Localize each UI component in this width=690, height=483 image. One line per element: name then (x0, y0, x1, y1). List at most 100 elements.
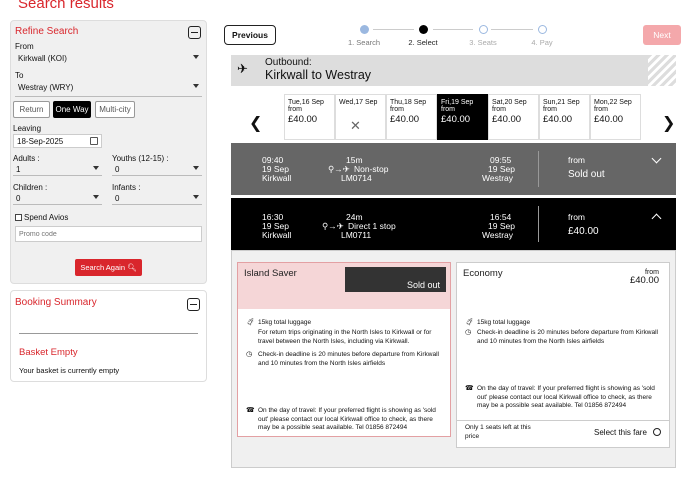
divider (538, 151, 539, 187)
fare-luggage: 15kg total luggage (477, 319, 531, 326)
outbound-label: Outbound: (265, 57, 312, 68)
fare-card-island-saver: Island Saver Sold out 🧳︎ 15kg total lugg… (237, 262, 451, 437)
flight-row-lm0714[interactable]: 09:40 19 Sep Kirkwall 15m ⚲→✈ Non-stop L… (231, 143, 676, 195)
step-pay: 4. Pay (512, 25, 572, 47)
chevron-down-icon (93, 166, 99, 170)
fare-title: Island Saver (244, 268, 297, 279)
collapse-refine-button[interactable] (188, 26, 201, 39)
adults-label: Adults : (13, 154, 40, 163)
from-select[interactable]: Kirkwall (KOI) (15, 52, 202, 65)
adults-value: 1 (16, 165, 21, 174)
divider (457, 420, 669, 421)
arrival-date: 19 Sep (488, 221, 515, 231)
departure-time: 09:40 (262, 155, 284, 165)
chevron-down-icon (93, 195, 99, 199)
booking-summary-panel: Booking Summary Basket Empty Your basket… (10, 290, 207, 382)
clock-icon: ◷ (465, 329, 472, 336)
date-tab-mon-22[interactable]: Mon,22 Sep from £40.00 (590, 94, 641, 140)
previous-button[interactable]: Previous (224, 25, 276, 45)
flight-duration: 24m (346, 212, 363, 222)
search-again-button[interactable]: Search Again 🔍︎ (75, 259, 142, 276)
fare-day-of-travel: On the day of travel: If your preferred … (258, 407, 436, 431)
next-button[interactable]: Next (643, 25, 681, 45)
youths-value: 0 (115, 165, 120, 174)
trip-one-way-button[interactable]: One Way (53, 101, 91, 118)
calendar-icon (90, 137, 98, 145)
step-connector (491, 29, 533, 30)
date-tab-thu-18[interactable]: Thu,18 Sep from £40.00 (386, 94, 437, 140)
sold-out-badge: Sold out (345, 267, 446, 292)
date-tab-tue-16[interactable]: Tue,16 Sep from £40.00 (284, 94, 335, 140)
trip-return-button[interactable]: Return (13, 101, 50, 118)
chevron-down-icon[interactable] (651, 153, 662, 164)
trip-multi-city-button[interactable]: Multi-city (95, 101, 135, 118)
fare-price: Sold out (568, 169, 605, 180)
children-label: Children : (13, 183, 48, 192)
date-day: Sun,21 Sep (543, 99, 580, 106)
date-price: £40.00 (492, 114, 522, 125)
flight-stops: Non-stop (354, 164, 389, 174)
prev-dates-arrow[interactable]: ❮ (249, 115, 263, 132)
check-icon (418, 25, 428, 34)
fare-day-of-travel: On the day of travel: If your preferred … (477, 385, 655, 409)
departure-place: Kirkwall (262, 173, 292, 183)
date-day: Fri,19 Sep (441, 99, 474, 106)
collapse-booking-button[interactable] (187, 298, 200, 311)
luggage-icon: 🧳︎ (246, 319, 255, 326)
date-day: Thu,18 Sep (390, 99, 427, 106)
from-value: Kirkwall (KOI) (18, 54, 67, 63)
children-select[interactable]: 0 (13, 192, 102, 205)
spend-avios-checkbox[interactable] (15, 214, 22, 221)
arrival-time: 09:55 (490, 155, 512, 165)
promo-code-input[interactable] (15, 226, 202, 242)
flight-row-lm0711[interactable]: 16:30 19 Sep Kirkwall 24m ⚲→✈ Direct 1 s… (231, 198, 676, 250)
infants-select[interactable]: 0 (112, 192, 202, 205)
fare-luggage: 15kg total luggage (258, 319, 312, 326)
select-fare-radio[interactable] (653, 428, 661, 436)
booking-summary-title: Booking Summary (15, 297, 97, 308)
divider (19, 333, 198, 334)
date-tab-fri-19[interactable]: Fri,19 Sep from £40.00 (437, 94, 488, 140)
leaving-date-input[interactable]: 18-Sep-2025 (13, 134, 102, 148)
date-tab-wed-17[interactable]: Wed,17 Sep ✕ (335, 94, 386, 140)
circle-icon (537, 25, 547, 34)
date-tab-sun-21[interactable]: Sun,21 Sep from £40.00 (539, 94, 590, 140)
next-dates-arrow[interactable]: ❯ (662, 115, 676, 132)
divider (538, 206, 539, 242)
date-from: from (441, 106, 455, 113)
basket-empty-text: Your basket is currently empty (19, 366, 120, 375)
date-tab-sat-20[interactable]: Sat,20 Sep from £40.00 (488, 94, 539, 140)
fare-note: For return trips originating in the Nort… (258, 329, 432, 345)
step-connector (433, 29, 473, 30)
step-connector (373, 29, 414, 30)
leaving-label: Leaving (13, 124, 42, 133)
luggage-icon: 🧳︎ (465, 319, 474, 326)
chevron-up-icon[interactable] (651, 213, 662, 224)
sold-out-label: Sold out (406, 279, 440, 290)
refine-search-panel: Refine Search From Kirkwall (KOI) To Wes… (10, 20, 207, 284)
step-search: 1. Search (334, 25, 394, 47)
to-select[interactable]: Westray (WRY) (15, 81, 202, 94)
to-value: Westray (WRY) (18, 83, 74, 92)
search-icon: 🔍︎ (127, 263, 137, 272)
fare-price: £40.00 (568, 226, 599, 237)
arrival-time: 16:54 (490, 212, 512, 222)
spend-avios-label: Spend Avios (24, 213, 69, 222)
fare-price: £40.00 (629, 275, 659, 286)
to-label: To (15, 71, 24, 80)
circle-icon (478, 25, 488, 34)
fare-card-economy[interactable]: Economy from £40.00 🧳︎ 15kg total luggag… (456, 262, 670, 448)
date-day: Sat,20 Sep (492, 99, 527, 106)
date-price: £40.00 (441, 114, 471, 125)
chevron-down-icon (193, 195, 199, 199)
flight-duration: 15m (346, 155, 363, 165)
chevron-down-icon (193, 84, 199, 88)
phone-icon: ☎ (465, 385, 474, 392)
adults-select[interactable]: 1 (13, 163, 102, 176)
youths-select[interactable]: 0 (112, 163, 202, 176)
date-price: £40.00 (594, 114, 624, 125)
fare-checkin: Check-in deadline is 20 minutes before d… (477, 329, 659, 345)
departure-time: 16:30 (262, 212, 284, 222)
date-from: from (288, 106, 302, 113)
check-icon (359, 25, 369, 34)
